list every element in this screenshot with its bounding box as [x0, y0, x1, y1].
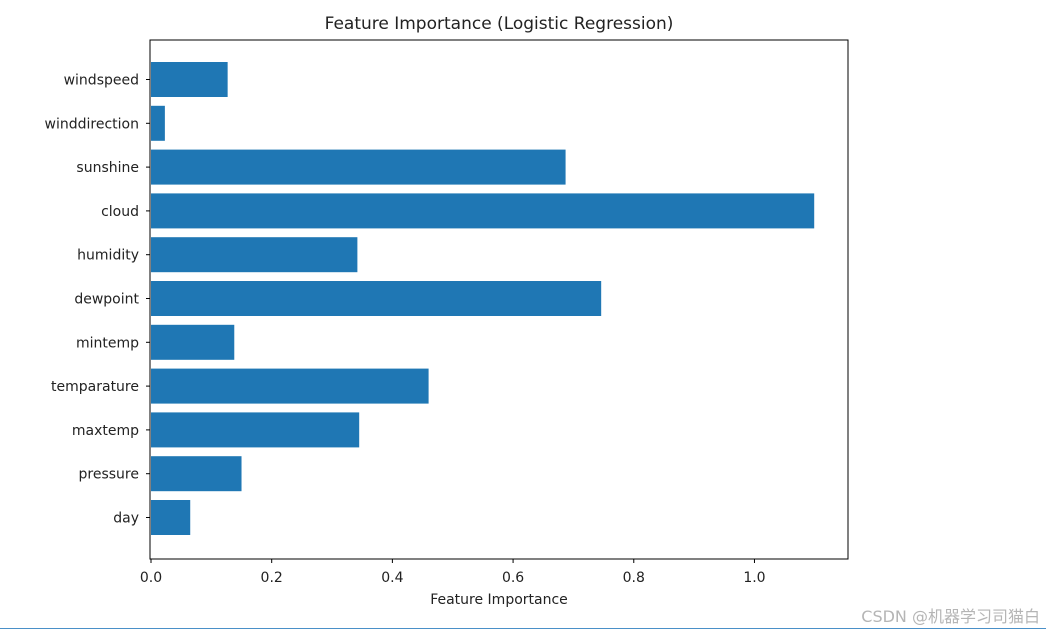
bar-mintemp [151, 324, 235, 360]
y-tick-label: winddirection [45, 116, 139, 132]
y-tick-label: pressure [79, 467, 139, 483]
bar-cloud [151, 193, 815, 229]
chart-title: Feature Importance (Logistic Regression) [325, 14, 674, 34]
y-tick-label: humidity [77, 248, 139, 264]
y-tick-label: maxtemp [72, 423, 139, 439]
y-tick-label: day [113, 511, 139, 527]
bar-temparature [151, 368, 429, 404]
bars-group [151, 62, 815, 535]
x-tick-label: 0.8 [623, 570, 645, 586]
y-tick-label: dewpoint [74, 292, 139, 308]
watermark: CSDN @机器学习司猫白 [861, 607, 1040, 626]
axes-frame [149, 39, 849, 560]
x-tick-label: 0.6 [502, 570, 524, 586]
bar-humidity [151, 237, 358, 273]
bar-day [151, 500, 191, 535]
bar-dewpoint [151, 281, 602, 316]
y-tick-label: mintemp [76, 335, 139, 351]
y-tick-label: windspeed [64, 73, 139, 89]
x-tick-label: 0.4 [381, 570, 403, 586]
bottom-rule [0, 628, 1046, 629]
bar-sunshine [151, 149, 566, 185]
x-tick-label: 1.0 [743, 570, 765, 586]
bar-maxtemp [151, 412, 360, 448]
x-axis-ticks: 0.0 0.2 0.4 0.6 0.8 1.0 [140, 559, 766, 586]
bar-winddirection [151, 105, 165, 141]
bar-windspeed [151, 62, 228, 97]
x-axis-label: Feature Importance [430, 592, 568, 608]
y-axis-ticks: day pressure maxtemp temparature mintemp dewp… [45, 73, 150, 527]
x-tick-label: 0.2 [261, 570, 283, 586]
y-tick-label: sunshine [76, 160, 139, 176]
bar-pressure [151, 456, 242, 492]
y-tick-label: temparature [51, 379, 139, 395]
y-tick-label: cloud [101, 204, 139, 220]
x-tick-label: 0.0 [140, 570, 162, 586]
